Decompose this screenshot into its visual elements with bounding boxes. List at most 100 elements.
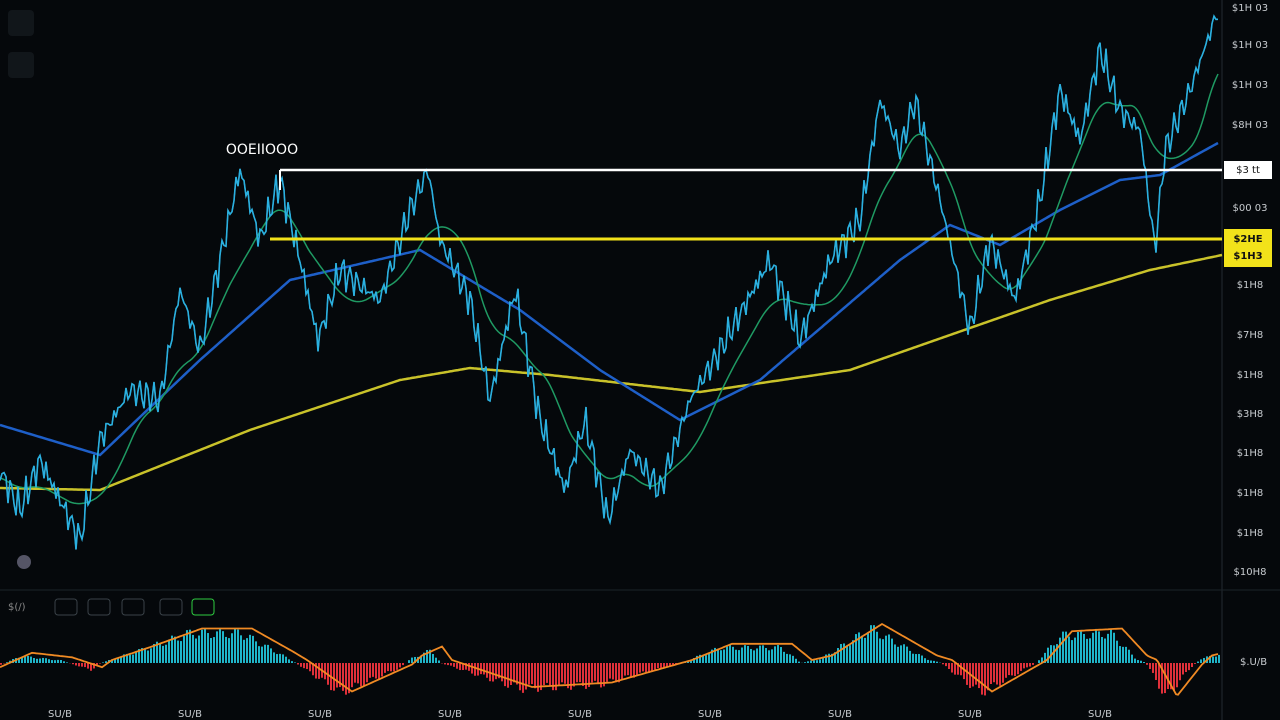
histogram-bar <box>507 663 509 688</box>
histogram-bar <box>1149 663 1151 669</box>
histogram-bar <box>573 663 575 687</box>
histogram-bar <box>123 654 125 663</box>
histogram-bar <box>1188 663 1190 671</box>
histogram-bar <box>843 643 845 663</box>
histogram-bar <box>1161 663 1163 694</box>
histogram-bar <box>186 630 188 663</box>
histogram-bar <box>1179 663 1181 681</box>
histogram-bar <box>954 663 956 675</box>
histogram-bar <box>858 632 860 663</box>
histogram-bar <box>1209 655 1211 663</box>
histogram-bar <box>927 659 929 663</box>
histogram-bar <box>705 655 707 663</box>
histogram-bar <box>453 663 455 667</box>
histogram-bar <box>408 660 410 663</box>
histogram-bar <box>846 645 848 663</box>
histogram-bar <box>177 640 179 663</box>
toolbar-button[interactable] <box>159 598 183 616</box>
histogram-bar <box>216 631 218 663</box>
histogram-bar <box>369 663 371 678</box>
histogram-bar <box>714 647 716 663</box>
price-axis: $1H 03 $1H 03 $1H 03 $8H 03 $00 03 $1H8 $7H8 $1… <box>1232 3 1268 578</box>
histogram-bar <box>24 656 26 663</box>
histogram-bar <box>246 638 248 663</box>
histogram-bar <box>1023 663 1025 669</box>
histogram-bar <box>759 645 761 663</box>
histogram-bar <box>1011 663 1013 676</box>
histogram-bar <box>855 634 857 663</box>
price-tag-yellow-text: $2HE <box>1233 234 1262 245</box>
histogram-bar <box>627 663 629 676</box>
toolbar-button[interactable] <box>54 598 78 616</box>
histogram-bar <box>1113 632 1115 663</box>
side-icon[interactable] <box>8 10 34 36</box>
histogram-bar <box>711 649 713 663</box>
histogram-bar <box>60 660 62 663</box>
histogram-bar <box>900 645 902 663</box>
histogram-bar <box>930 660 932 663</box>
indicator-pane <box>0 622 1220 696</box>
histogram-bar <box>303 663 305 669</box>
histogram-bar <box>615 663 617 683</box>
histogram-bar <box>54 660 56 663</box>
histogram-bar <box>1092 632 1094 663</box>
histogram-bar <box>420 655 422 663</box>
histogram-bar <box>933 660 935 663</box>
histogram-bar <box>597 663 599 684</box>
histogram-bar <box>879 638 881 663</box>
histogram-bar <box>774 646 776 663</box>
histogram-bar <box>444 663 446 665</box>
toolbar-button-active[interactable] <box>191 598 215 616</box>
histogram-bar <box>1101 636 1103 663</box>
histogram-bar <box>516 663 518 685</box>
histogram-bar <box>1137 660 1139 663</box>
time-axis-label: SU/B <box>48 709 72 720</box>
histogram-bar <box>363 663 365 687</box>
histogram-bar <box>435 657 437 663</box>
histogram-bar <box>183 636 185 663</box>
histogram-bar <box>39 658 41 663</box>
histogram-bar <box>633 663 635 678</box>
toolbar-button[interactable] <box>121 598 145 616</box>
histogram-bar <box>129 654 131 663</box>
histogram-bar <box>1038 660 1040 663</box>
histogram-bar <box>978 663 980 689</box>
histogram-bar <box>72 663 74 665</box>
histogram-bar <box>1029 663 1031 667</box>
histogram-bar <box>93 663 95 669</box>
histogram-bar <box>159 643 161 663</box>
histogram-bar <box>570 663 572 690</box>
histogram-bar <box>984 663 986 696</box>
histogram-bar <box>393 663 395 672</box>
histogram-bar <box>390 663 392 672</box>
price-tag-yellow-text: $1H3 <box>1233 251 1262 262</box>
histogram-bar <box>579 663 581 683</box>
indicator-label: $.U/B <box>1240 657 1267 668</box>
histogram-bar <box>1131 654 1133 663</box>
histogram-bar <box>756 648 758 663</box>
histogram-bar <box>1098 631 1100 663</box>
side-icon[interactable] <box>8 52 34 78</box>
toolbar-button[interactable] <box>87 598 111 616</box>
histogram-bar <box>1203 657 1205 663</box>
histogram-bar <box>624 663 626 676</box>
histogram-bar <box>828 653 830 663</box>
histogram-bar <box>918 653 920 663</box>
time-axis: SU/B SU/B SU/B SU/B SU/B SU/B SU/B SU/B SU/B <box>48 709 1112 720</box>
histogram-bar <box>840 644 842 663</box>
histogram-bar <box>36 658 38 663</box>
histogram-bar <box>822 657 824 663</box>
histogram-bar <box>102 662 104 663</box>
histogram-bar <box>117 658 119 663</box>
histogram-bar <box>795 658 797 663</box>
histogram-bar <box>576 663 578 683</box>
histogram-bar <box>351 663 353 688</box>
histogram-bar <box>924 658 926 663</box>
histogram-bar <box>1020 663 1022 671</box>
histogram-bar <box>744 645 746 663</box>
histogram-bar <box>669 663 671 666</box>
time-axis-label: SU/B <box>308 709 332 720</box>
histogram-bar <box>522 663 524 693</box>
histogram-bar <box>1134 658 1136 663</box>
histogram-bar <box>270 648 272 663</box>
